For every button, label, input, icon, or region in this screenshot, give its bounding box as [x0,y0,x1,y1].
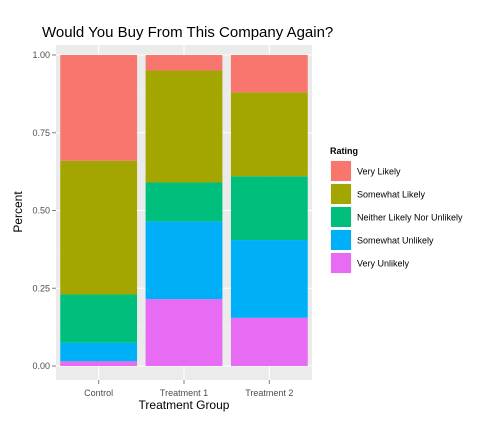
bars [60,55,308,366]
legend-label: Somewhat Unlikely [357,236,434,246]
legend-swatch [331,230,351,250]
legend-swatch [331,184,351,204]
y-tick-label: 0.75 [32,128,50,138]
y-axis: 0.00 0.25 0.50 0.75 1.00 [32,50,56,371]
legend-label: Neither Likely Nor Unlikely [357,213,463,223]
bar-treatment-1-very-likely [145,55,223,71]
y-tick-label: 0.50 [32,206,50,216]
legend-label: Very Likely [357,167,401,177]
x-axis-title: Treatment Group [139,398,230,412]
bar-treatment-1-very-unlikely [145,299,223,366]
bar-treatment-2-somewhat-likely [230,92,308,177]
bar-treatment-2-neither-likely-nor-unlikely [230,176,308,241]
x-tick-label: Treatment 2 [245,388,293,398]
y-axis-title: Percent [11,191,25,233]
bar-treatment-1-neither-likely-nor-unlikely [145,182,223,222]
bar-treatment-1-somewhat-unlikely [145,221,223,300]
bar-control-somewhat-likely [60,160,138,295]
legend-title: Rating [330,146,358,156]
y-tick-label: 1.00 [32,50,50,60]
chart-title: Would You Buy From This Company Again? [42,24,333,41]
legend-swatch [331,161,351,181]
legend-label: Somewhat Likely [357,190,426,200]
bar-treatment-2-very-likely [230,55,308,93]
y-tick-label: 0.25 [32,283,50,293]
legend: Rating Very Likely Somewhat Likely Neither… [329,146,463,275]
bar-treatment-2-very-unlikely [230,317,308,366]
legend-swatch [331,253,351,273]
bar-control-very-likely [60,55,138,161]
bar-control-very-unlikely [60,361,138,366]
x-axis: Control Treatment 1 Treatment 2 [84,380,293,398]
legend-label: Very Unlikely [357,259,410,269]
bar-control-somewhat-unlikely [60,342,138,362]
bar-treatment-1-somewhat-likely [145,70,223,183]
bar-control-neither-likely-nor-unlikely [60,294,138,343]
y-tick-label: 0.00 [32,361,50,371]
legend-swatch [331,207,351,227]
bar-treatment-2-somewhat-unlikely [230,240,308,318]
x-tick-label: Treatment 1 [160,388,208,398]
x-tick-label: Control [84,388,113,398]
